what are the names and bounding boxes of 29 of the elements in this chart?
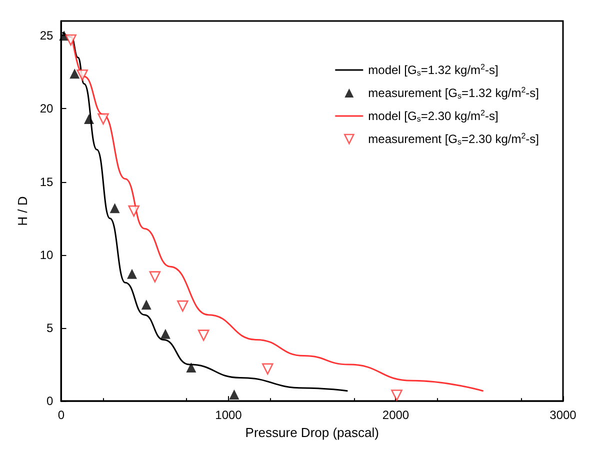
point bbox=[262, 363, 274, 375]
point bbox=[84, 114, 94, 124]
x-tick-label: 1000 bbox=[215, 408, 242, 422]
y-tick-label: 5 bbox=[46, 321, 54, 336]
x-axis-title: Pressure Drop (pascal) bbox=[245, 425, 379, 440]
point bbox=[65, 34, 76, 46]
x-tick-label: 2000 bbox=[382, 408, 410, 422]
y-tick-label: 15 bbox=[40, 174, 54, 189]
y-tick-label: 0 bbox=[46, 394, 54, 408]
y-tick-label: 25 bbox=[40, 28, 54, 43]
point bbox=[391, 390, 402, 401]
point bbox=[177, 300, 188, 312]
point bbox=[229, 390, 240, 400]
x-tick-label: 3000 bbox=[550, 408, 577, 422]
y-tick-label: 20 bbox=[40, 102, 54, 116]
y-tick-label: 10 bbox=[40, 248, 54, 262]
point bbox=[98, 113, 109, 125]
x-tick-label: 0 bbox=[58, 408, 65, 422]
point bbox=[76, 69, 88, 81]
point bbox=[186, 362, 196, 372]
point bbox=[126, 268, 137, 279]
point bbox=[128, 205, 140, 217]
point bbox=[110, 203, 120, 214]
point bbox=[160, 328, 170, 339]
point bbox=[198, 330, 210, 341]
point bbox=[141, 300, 152, 310]
y-axis-title: H / D bbox=[15, 196, 30, 226]
point bbox=[149, 271, 161, 282]
point bbox=[70, 68, 80, 79]
